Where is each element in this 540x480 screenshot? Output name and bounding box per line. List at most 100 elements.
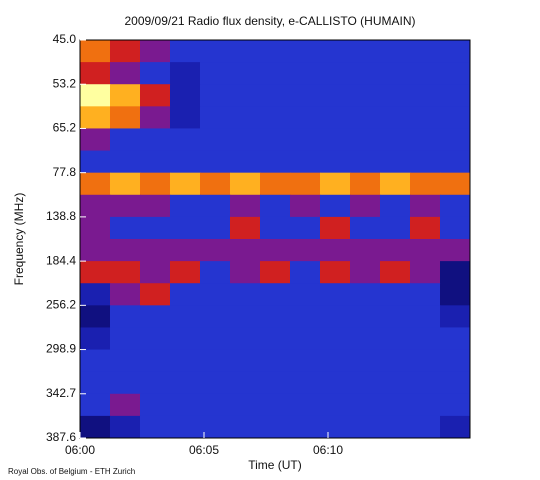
spectrogram-cell bbox=[80, 305, 111, 328]
spectrogram-cell bbox=[80, 371, 111, 395]
spectrogram-cell bbox=[230, 283, 261, 306]
spectrogram-cell bbox=[320, 305, 351, 328]
spectrogram-cell bbox=[200, 194, 231, 218]
spectrogram-cell bbox=[290, 40, 321, 63]
spectrogram-cell bbox=[110, 239, 141, 262]
spectrogram-cell bbox=[170, 194, 201, 218]
y-tick-label: 45.0 bbox=[53, 32, 77, 46]
spectrogram-cell bbox=[320, 128, 351, 152]
spectrogram-cell bbox=[410, 393, 441, 417]
spectrogram-cell bbox=[380, 415, 411, 439]
spectrogram-cell bbox=[440, 283, 471, 306]
spectrogram-cell bbox=[410, 216, 441, 240]
spectrogram-cell bbox=[80, 327, 111, 351]
spectrogram-cell bbox=[320, 327, 351, 351]
spectrogram-cell bbox=[230, 172, 261, 196]
spectrogram-cell bbox=[380, 172, 411, 196]
spectrogram-cell bbox=[80, 172, 111, 196]
spectrogram-cell bbox=[140, 327, 171, 351]
spectrogram-cell bbox=[140, 305, 171, 328]
spectrogram-cell bbox=[380, 349, 411, 373]
spectrogram-cell bbox=[200, 62, 231, 85]
spectrogram-cell bbox=[200, 239, 231, 262]
spectrogram-cell bbox=[110, 194, 141, 218]
spectrogram-cell bbox=[380, 305, 411, 328]
spectrogram-cell bbox=[320, 106, 351, 129]
spectrogram-cell bbox=[80, 194, 111, 218]
spectrogram-cell bbox=[110, 128, 141, 152]
spectrogram-cell bbox=[380, 371, 411, 395]
spectrogram-cell bbox=[290, 261, 321, 284]
spectrogram-cell bbox=[410, 371, 441, 395]
spectrogram-cell bbox=[290, 371, 321, 395]
spectrogram-cell bbox=[170, 261, 201, 284]
spectrogram-cell bbox=[410, 261, 441, 284]
spectrogram-cell bbox=[440, 106, 471, 129]
spectrogram-cell bbox=[410, 283, 441, 306]
spectrogram-cell bbox=[260, 415, 291, 439]
spectrogram-cell bbox=[80, 62, 111, 85]
spectrogram-cell bbox=[260, 128, 291, 152]
spectrogram-cell bbox=[110, 327, 141, 351]
spectrogram-cell bbox=[320, 393, 351, 417]
spectrogram-cell bbox=[200, 283, 231, 306]
spectrogram-cell bbox=[440, 40, 471, 63]
spectrogram-cell bbox=[410, 194, 441, 218]
spectrogram-cell bbox=[260, 150, 291, 174]
spectrogram-cell bbox=[260, 327, 291, 351]
spectrogram-cell bbox=[260, 371, 291, 395]
spectrogram-cell bbox=[140, 40, 171, 63]
spectrogram-cell bbox=[200, 172, 231, 196]
y-tick-label: 138.8 bbox=[46, 209, 76, 223]
spectrogram-cell bbox=[260, 216, 291, 240]
spectrogram-cell bbox=[200, 150, 231, 174]
spectrogram-cell bbox=[320, 84, 351, 107]
spectrogram-cell bbox=[200, 128, 231, 152]
spectrogram-cell bbox=[350, 305, 381, 328]
spectrogram-cell bbox=[110, 62, 141, 85]
spectrogram-cell bbox=[260, 239, 291, 262]
spectrogram-cell bbox=[110, 84, 141, 107]
y-tick-label: 65.2 bbox=[53, 121, 77, 135]
spectrogram-cell bbox=[260, 305, 291, 328]
spectrogram-cell bbox=[110, 349, 141, 373]
spectrogram-cell bbox=[230, 216, 261, 240]
spectrogram-cell bbox=[260, 84, 291, 107]
spectrogram-cell bbox=[290, 106, 321, 129]
spectrogram-cell bbox=[410, 415, 441, 439]
spectrogram-cell bbox=[170, 62, 201, 85]
spectrogram-cell bbox=[110, 172, 141, 196]
spectrogram-cell bbox=[350, 150, 381, 174]
spectrogram-cell bbox=[320, 283, 351, 306]
spectrogram-cell bbox=[440, 150, 471, 174]
y-tick-label: 77.8 bbox=[53, 165, 77, 179]
spectrogram-cell bbox=[170, 327, 201, 351]
spectrogram-cell bbox=[230, 261, 261, 284]
spectrogram-cell bbox=[110, 283, 141, 306]
spectrogram-cell bbox=[290, 216, 321, 240]
spectrogram-cell bbox=[80, 239, 111, 262]
spectrogram-cell bbox=[140, 128, 171, 152]
spectrogram-cell bbox=[80, 84, 111, 107]
spectrogram-cell bbox=[440, 84, 471, 107]
plot-frame bbox=[79, 39, 471, 439]
spectrogram-cell bbox=[170, 349, 201, 373]
spectrogram-cell bbox=[380, 128, 411, 152]
spectrogram-cell bbox=[380, 62, 411, 85]
y-tick-label: 387.6 bbox=[46, 430, 76, 444]
spectrogram-cell bbox=[170, 239, 201, 262]
spectrogram-cell bbox=[380, 150, 411, 174]
spectrogram-cell bbox=[380, 239, 411, 262]
spectrogram-cell bbox=[350, 415, 381, 439]
spectrogram-cell bbox=[440, 239, 471, 262]
spectrogram-cell bbox=[410, 106, 441, 129]
spectrogram-cell bbox=[260, 261, 291, 284]
spectrogram-cell bbox=[440, 327, 471, 351]
spectrogram-cell bbox=[260, 62, 291, 85]
spectrogram-cell bbox=[290, 393, 321, 417]
spectrogram-cell bbox=[140, 62, 171, 85]
spectrogram-cell bbox=[170, 172, 201, 196]
spectrogram-cell bbox=[230, 393, 261, 417]
x-axis-label: Time (UT) bbox=[248, 458, 302, 472]
spectrogram-cell bbox=[110, 371, 141, 395]
